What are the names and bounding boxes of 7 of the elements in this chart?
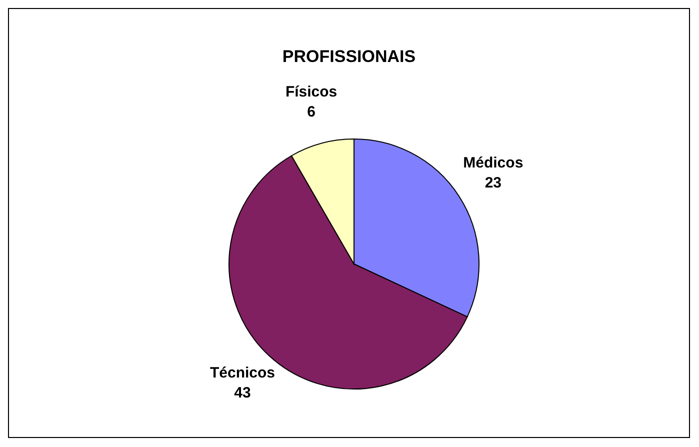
slice-label: Técnicos <box>210 364 276 382</box>
slice-label: Físicos <box>285 84 338 101</box>
data-label: 6 <box>307 104 316 121</box>
slice-label: Médicos <box>463 154 524 172</box>
chart-title: PROFISSIONAIS <box>281 47 417 67</box>
data-label: 23 <box>484 174 502 192</box>
data-label: 43 <box>234 384 251 402</box>
